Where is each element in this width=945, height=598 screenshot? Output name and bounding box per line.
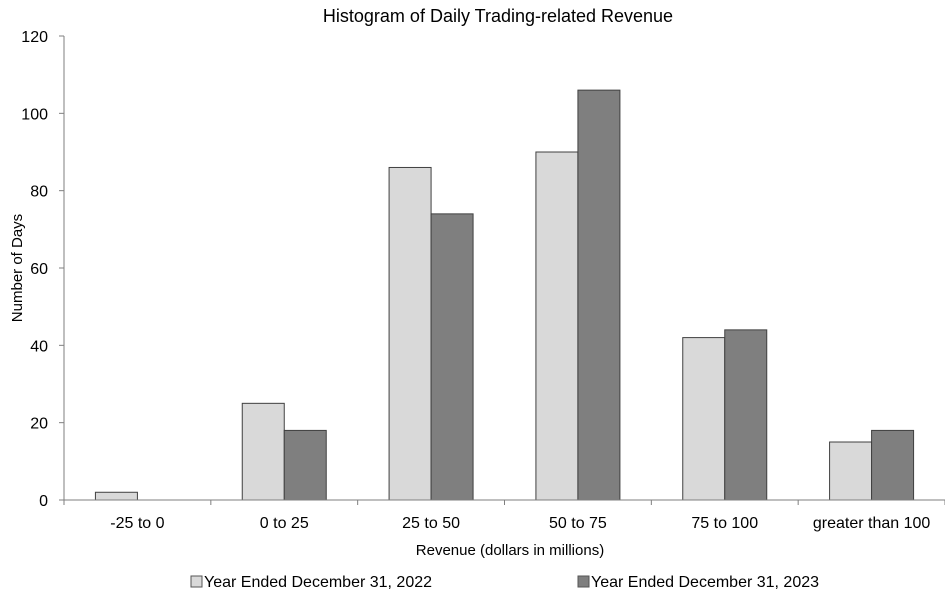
legend-item-2022: Year Ended December 31, 2022 [190,574,432,591]
bars [94,89,915,501]
bar-2022 [241,402,285,501]
x-tick-label: 50 to 75 [549,515,607,532]
legend-label-2023: Year Ended December 31, 2023 [591,574,819,591]
x-tick-label: 75 to 100 [691,515,758,532]
x-axis-label: Revenue (dollars in millions) [416,542,604,559]
bar-2023 [283,429,327,501]
bar-2023 [871,429,915,501]
x-axis-ticks: -25 to 0 0 to 25 25 to 50 50 to 75 75 to 100… [63,500,945,532]
bar-2022 [388,166,432,501]
x-tick-label: 25 to 50 [402,515,460,532]
legend-item-2023: Year Ended December 31, 2023 [577,574,819,591]
y-tick-label: 80 [30,184,48,201]
bar-2023 [430,213,474,501]
y-tick-label: 60 [30,261,48,278]
legend-swatch-2023 [577,575,590,588]
chart-title: Histogram of Daily Trading-related Reven… [323,6,673,26]
y-tick-label: 120 [21,29,48,46]
bar-2023 [577,89,621,501]
y-axis-ticks: 0 20 40 60 80 100 120 [21,29,64,510]
bar-2023 [724,329,768,501]
y-tick-label: 40 [30,338,48,355]
x-tick-label: -25 to 0 [110,515,164,532]
y-axis-label: Number of Days [9,214,26,322]
y-tick-label: 0 [39,493,48,510]
x-tick-label: greater than 100 [813,515,931,532]
legend-swatch-2022 [190,575,203,588]
bar-2022 [94,491,138,501]
bar-2022 [829,441,873,501]
bar-2022 [535,151,579,501]
y-tick-label: 20 [30,416,48,433]
legend: Year Ended December 31, 2022 Year Ended … [190,574,819,591]
bar-2022 [682,337,726,501]
x-tick-label: 0 to 25 [260,515,309,532]
y-tick-label: 100 [21,106,48,123]
legend-label-2022: Year Ended December 31, 2022 [204,574,432,591]
